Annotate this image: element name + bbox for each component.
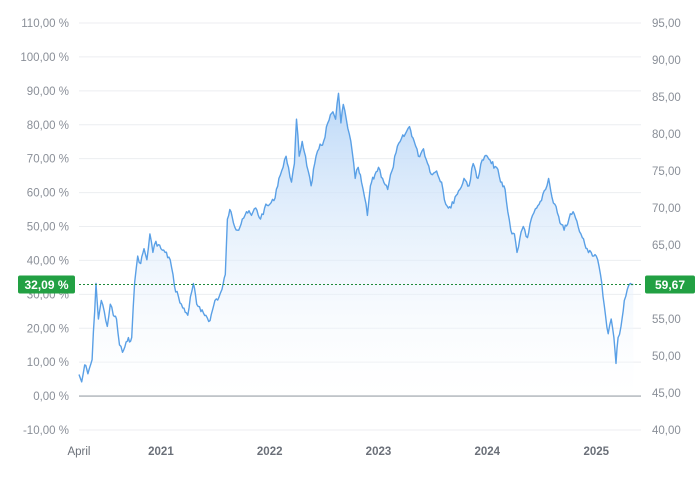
right-tick-label: 65,00 bbox=[652, 240, 681, 252]
x-tick-label: 2024 bbox=[474, 446, 500, 458]
left-tick-label: 110,00 % bbox=[21, 18, 69, 30]
right-tick-label: 75,00 bbox=[652, 166, 681, 178]
left-tick-label: 0,00 % bbox=[33, 391, 69, 403]
current-percent-badge: 32,09 % bbox=[18, 275, 75, 294]
current-price-badge-bg bbox=[645, 275, 695, 294]
right-tick-label: 95,00 bbox=[652, 18, 681, 30]
right-tick-label: 80,00 bbox=[652, 129, 681, 141]
x-tick-label: 2025 bbox=[584, 446, 610, 458]
x-tick-label: April bbox=[67, 446, 90, 458]
current-price-value: 59,67 bbox=[655, 278, 685, 292]
right-tick-label: 70,00 bbox=[652, 203, 681, 215]
x-tick-label: 2023 bbox=[366, 446, 392, 458]
price-area bbox=[79, 93, 634, 397]
current-percent-value: 32,09 % bbox=[24, 278, 68, 292]
left-tick-label: 100,00 % bbox=[20, 52, 69, 64]
right-tick-label: 90,00 bbox=[652, 55, 681, 67]
left-tick-label: 90,00 % bbox=[27, 86, 69, 98]
current-percent-badge-bg bbox=[18, 275, 75, 294]
left-axis-percent: -10,00 %0,00 %10,00 %20,00 %30,00 %40,00… bbox=[20, 18, 69, 437]
left-tick-label: 50,00 % bbox=[27, 222, 69, 234]
left-tick-label: 70,00 % bbox=[27, 154, 69, 166]
price-line bbox=[78, 92, 634, 383]
x-tick-label: 2022 bbox=[257, 446, 283, 458]
x-tick-label: 2021 bbox=[148, 446, 174, 458]
left-tick-label: 60,00 % bbox=[27, 188, 69, 200]
x-axis-dates: April 2021 2022 2023 2024 2025 bbox=[67, 446, 609, 458]
area-fill bbox=[79, 93, 634, 397]
left-tick-label: 10,00 % bbox=[27, 357, 69, 369]
right-tick-label: 55,00 bbox=[652, 314, 681, 326]
right-tick-label: 45,00 bbox=[652, 388, 681, 400]
right-tick-label: 85,00 bbox=[652, 92, 681, 104]
left-tick-label: 20,00 % bbox=[27, 323, 69, 335]
left-tick-label: 80,00 % bbox=[27, 120, 69, 132]
right-tick-label: 40,00 bbox=[652, 425, 681, 437]
right-tick-label: 50,00 bbox=[652, 351, 681, 363]
series-line bbox=[78, 92, 634, 383]
right-axis-price: 40,0045,0050,0055,0060,0065,0070,0075,00… bbox=[652, 18, 681, 437]
left-tick-label: 40,00 % bbox=[27, 255, 69, 267]
current-price-badge: 59,67 bbox=[645, 275, 695, 294]
left-tick-label: -10,00 % bbox=[23, 425, 69, 437]
